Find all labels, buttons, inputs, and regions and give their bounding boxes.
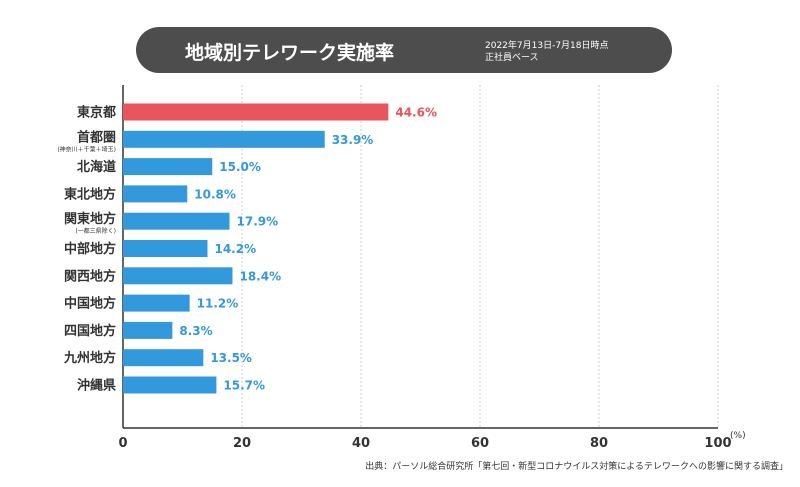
value-label-6: 18.4% bbox=[239, 269, 281, 283]
source-note: 出典：パーソル総合研究所「第七回・新型コロナウイルス対策によるテレワークへの影響… bbox=[365, 462, 788, 472]
chart-title: 地域別テレワーク実施率 bbox=[185, 42, 395, 64]
chart-subtitle: 2022年7月13日-7月18日時点 正社員ベース bbox=[485, 40, 609, 64]
x-tick-label-0: 0 bbox=[118, 436, 127, 451]
category-label-5: 中部地方 bbox=[64, 241, 116, 257]
bar-3 bbox=[123, 185, 188, 203]
x-tick-label-80: 80 bbox=[590, 436, 608, 451]
bar-9 bbox=[123, 349, 204, 367]
bar-7 bbox=[123, 294, 190, 312]
subtitle-line-basis: 正社員ベース bbox=[485, 53, 539, 63]
bar-0 bbox=[123, 103, 389, 121]
subtitle-line-date: 2022年7月13日-7月18日時点 bbox=[485, 41, 609, 51]
value-label-1: 33.9% bbox=[332, 133, 374, 147]
x-unit-label: (%) bbox=[730, 431, 746, 441]
value-label-0: 44.6% bbox=[395, 106, 437, 120]
bar-2 bbox=[123, 158, 213, 176]
bar-4 bbox=[123, 212, 230, 230]
category-label-10: 沖縄県 bbox=[77, 378, 116, 394]
bar-6 bbox=[123, 267, 233, 285]
value-label-2: 15.0% bbox=[219, 160, 261, 174]
category-label-9: 九州地方 bbox=[63, 350, 116, 366]
x-tick-label-40: 40 bbox=[352, 436, 370, 451]
value-label-7: 11.2% bbox=[197, 297, 239, 311]
category-label-6: 関西地方 bbox=[64, 268, 116, 284]
category-label-0: 東京都 bbox=[77, 105, 116, 121]
value-label-3: 10.8% bbox=[194, 187, 236, 201]
value-label-5: 14.2% bbox=[214, 242, 256, 256]
category-label-7: 中国地方 bbox=[64, 296, 116, 312]
bar-10 bbox=[123, 376, 217, 394]
title-banner bbox=[136, 27, 672, 73]
x-tick-label-60: 60 bbox=[471, 436, 489, 451]
category-label-8: 四国地方 bbox=[64, 323, 116, 339]
x-tick-label-100: 100 bbox=[704, 436, 731, 451]
bar-5 bbox=[123, 240, 208, 257]
value-label-10: 15.7% bbox=[223, 379, 265, 393]
category-note-1: (神奈川＋千葉＋埼玉) bbox=[57, 145, 116, 153]
value-label-8: 8.3% bbox=[179, 324, 212, 338]
bar-8 bbox=[123, 321, 173, 339]
category-label-2: 北海道 bbox=[77, 159, 116, 175]
value-label-9: 13.5% bbox=[210, 351, 252, 365]
bar-1 bbox=[123, 130, 325, 148]
category-note-4: (一都三県除く) bbox=[75, 227, 116, 235]
value-label-4: 17.9% bbox=[237, 215, 279, 229]
x-tick-label-20: 20 bbox=[233, 436, 251, 451]
category-label-4: 関東地方 bbox=[64, 211, 116, 227]
category-label-1: 首都圏 bbox=[77, 129, 116, 145]
category-label-3: 東北地方 bbox=[64, 186, 116, 202]
